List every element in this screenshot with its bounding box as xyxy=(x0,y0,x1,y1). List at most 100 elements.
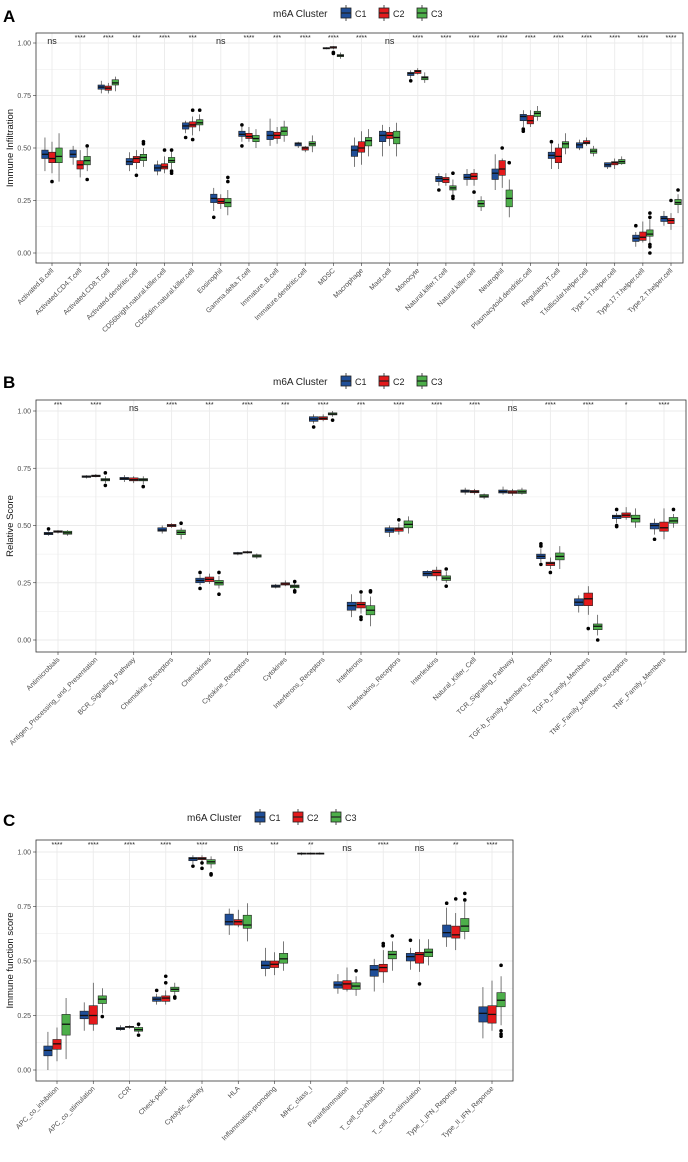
box-C3 xyxy=(674,188,682,214)
outlier-point xyxy=(134,173,139,178)
box-C2 xyxy=(583,137,591,146)
box-C3 xyxy=(55,133,63,182)
outlier-point xyxy=(614,523,619,528)
box-C2 xyxy=(301,145,309,153)
box-C1 xyxy=(188,855,198,868)
outlier-point xyxy=(169,169,174,173)
significance-label: **** xyxy=(581,35,592,42)
box-C1 xyxy=(81,475,92,479)
outlier-point xyxy=(292,579,297,584)
x-tick-label: Neutrophil xyxy=(478,267,506,295)
box-C1 xyxy=(266,118,274,146)
box-C2 xyxy=(659,508,669,540)
outlier-point xyxy=(136,1033,141,1037)
box xyxy=(554,147,562,163)
x-tick-label: HLA xyxy=(227,1085,242,1100)
box-C3 xyxy=(61,998,71,1060)
box-C2 xyxy=(166,523,177,528)
box-C1 xyxy=(309,414,319,429)
box-C3 xyxy=(97,988,107,1019)
box-C2 xyxy=(270,952,279,976)
box-C2 xyxy=(639,221,647,243)
significance-label: ns xyxy=(233,843,243,853)
outlier-point xyxy=(463,891,467,896)
box-C3 xyxy=(403,516,413,534)
box-C3 xyxy=(393,122,401,157)
box-C2 xyxy=(132,150,140,178)
outlier-point xyxy=(359,590,363,594)
outlier-point xyxy=(162,148,167,152)
box-C2 xyxy=(357,131,366,165)
box-C3 xyxy=(170,982,180,1000)
outlier-point xyxy=(198,586,202,591)
significance-label: ** xyxy=(453,842,459,849)
box-C2 xyxy=(451,897,461,951)
x-tick-label: CCR xyxy=(117,1085,133,1101)
outlier-point xyxy=(671,507,676,512)
outlier-point xyxy=(472,190,476,194)
x-tick-label: T.follicular.helper.cell xyxy=(540,267,591,318)
significance-label: **** xyxy=(318,402,329,409)
outlier-point xyxy=(209,872,213,876)
box-C1 xyxy=(233,551,243,556)
x-tick-label: Check-point xyxy=(138,1085,169,1116)
outlier-point xyxy=(648,242,652,247)
outlier-point xyxy=(183,135,188,140)
box-C1 xyxy=(519,110,527,133)
x-tick-label: TNF_Family_Members_Receptors xyxy=(549,656,630,737)
outlier-point xyxy=(200,861,204,865)
box-C2 xyxy=(233,909,243,928)
significance-label: **** xyxy=(431,402,442,409)
y-axis-title: Immune function score xyxy=(5,912,16,1008)
box-C2 xyxy=(583,586,593,631)
box-C2 xyxy=(498,146,506,188)
box-C1 xyxy=(125,152,133,172)
significance-label: **** xyxy=(525,35,536,42)
significance-label: **** xyxy=(124,842,135,849)
box-C1 xyxy=(422,570,432,579)
box-C3 xyxy=(224,175,232,216)
box-C3 xyxy=(496,963,506,1039)
box-C2 xyxy=(242,550,253,554)
box-C1 xyxy=(238,123,246,148)
significance-label: **** xyxy=(545,402,556,409)
outlier-point xyxy=(595,638,600,642)
significance-label: ns xyxy=(47,36,57,46)
significance-label: **** xyxy=(242,402,253,409)
box-C1 xyxy=(297,852,307,856)
outlier-point xyxy=(226,175,230,180)
box-C2 xyxy=(245,127,253,142)
box-C1 xyxy=(498,486,508,495)
outlier-point xyxy=(408,79,413,83)
box xyxy=(55,147,63,163)
y-tick-label: 0.25 xyxy=(17,1013,31,1020)
box-C3 xyxy=(387,934,397,971)
box-C2 xyxy=(189,108,197,142)
significance-label: **** xyxy=(412,35,423,42)
outlier-point xyxy=(173,995,177,999)
legend-label: C3 xyxy=(345,813,357,823)
legend-key-C2: C2 xyxy=(378,5,405,21)
outlier-point xyxy=(539,562,543,567)
outlier-point xyxy=(197,108,202,112)
box xyxy=(498,160,506,176)
significance-label: ns xyxy=(508,403,518,413)
legend-label: C2 xyxy=(393,377,405,387)
legend-label: C1 xyxy=(355,377,367,387)
box-C2 xyxy=(545,557,556,575)
significance-label: *** xyxy=(270,842,278,849)
outlier-point xyxy=(200,866,204,871)
box-C2 xyxy=(52,1027,62,1062)
outlier-point xyxy=(190,137,195,142)
box-C1 xyxy=(271,583,281,589)
box-C3 xyxy=(477,196,485,211)
significance-label: *** xyxy=(281,402,289,409)
box-C2 xyxy=(91,473,101,478)
box-C3 xyxy=(100,471,110,488)
box-C1 xyxy=(224,908,234,935)
outlier-point xyxy=(217,592,221,596)
box-C2 xyxy=(88,982,98,1031)
box-C2 xyxy=(386,127,394,146)
box-C1 xyxy=(322,47,330,50)
legend-label: C1 xyxy=(269,813,281,823)
